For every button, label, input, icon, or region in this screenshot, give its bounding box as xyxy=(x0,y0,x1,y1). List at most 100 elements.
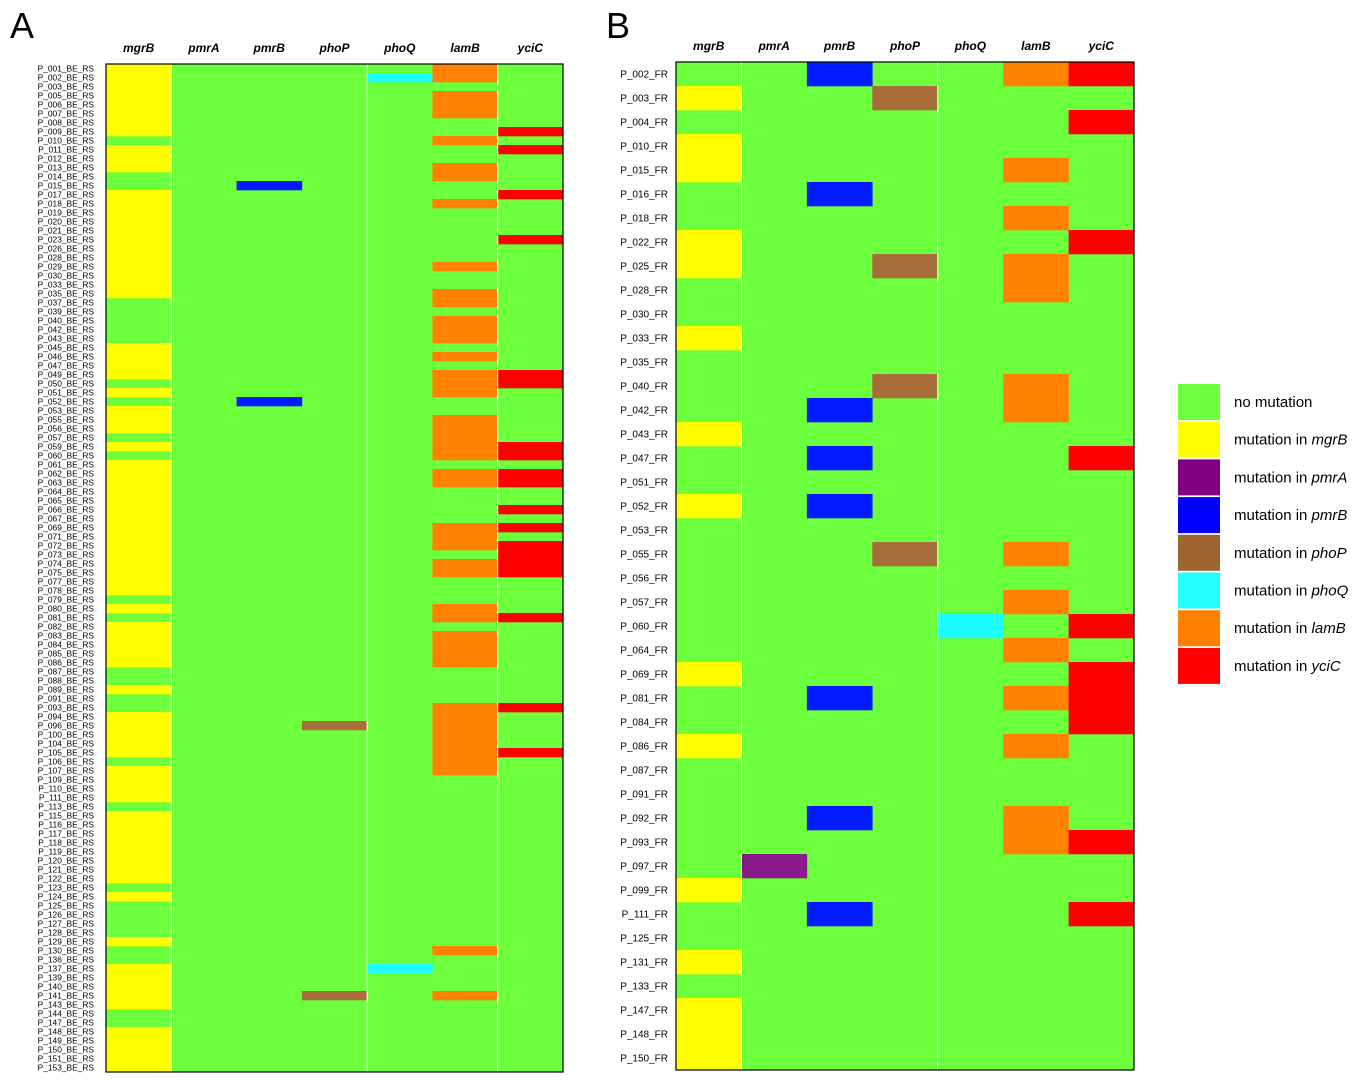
column-label-phoQ: phoQ xyxy=(954,39,987,53)
mutation-cell-mgrB-P_043_FR xyxy=(676,422,742,447)
row-label-P_136_BE_RS: P_136_BE_RS xyxy=(38,955,95,965)
row-label-P_066_BE_RS: P_066_BE_RS xyxy=(38,505,95,515)
mutation-cell-mgrB-P_141_BE_RS xyxy=(106,991,172,1001)
mutation-cell-mgrB-P_022_FR xyxy=(676,230,742,255)
row-label-P_047_BE_RS: P_047_BE_RS xyxy=(38,361,95,371)
mutation-cell-lamB-P_006_BE_RS xyxy=(432,100,499,110)
row-label-P_005_BE_RS: P_005_BE_RS xyxy=(38,91,95,101)
row-label-P_148_BE_RS: P_148_BE_RS xyxy=(38,1027,95,1037)
mutation-cell-lamB-P_014_BE_RS xyxy=(432,172,499,182)
mutation-cell-mgrB-P_065_BE_RS xyxy=(106,496,172,506)
mutation-cell-phoP-P_055_FR xyxy=(872,542,939,567)
mutation-cell-yciC-P_009_BE_RS xyxy=(497,127,564,137)
mutation-cell-lamB-P_001_BE_RS xyxy=(432,64,499,74)
row-label-P_003_FR: P_003_FR xyxy=(620,94,668,105)
row-label-P_094_BE_RS: P_094_BE_RS xyxy=(38,712,95,722)
mutation-cell-mgrB-P_021_BE_RS xyxy=(106,226,172,236)
mutation-cell-mgrB-P_150_BE_RS xyxy=(106,1045,172,1055)
mutation-cell-lamB-P_085_BE_RS xyxy=(432,649,499,659)
mutation-cell-pmrB-P_047_FR xyxy=(806,446,873,471)
row-label-P_009_BE_RS: P_009_BE_RS xyxy=(38,127,95,137)
legend-swatch-pmrA xyxy=(1178,459,1220,496)
row-label-P_097_FR: P_097_FR xyxy=(620,862,668,873)
column-label-phoP: phoP xyxy=(889,39,921,53)
mutation-cell-mgrB-P_069_FR xyxy=(676,662,742,687)
row-label-P_147_BE_RS: P_147_BE_RS xyxy=(38,1018,95,1028)
mutation-cell-mgrB-P_151_BE_RS xyxy=(106,1054,172,1064)
mutation-cell-mgrB-P_026_BE_RS xyxy=(106,244,172,254)
row-label-P_037_BE_RS: P_037_BE_RS xyxy=(38,298,95,308)
mutation-cell-mgrB-P_069_BE_RS xyxy=(106,523,172,533)
mutation-cell-lamB-P_094_BE_RS xyxy=(432,712,499,722)
mutation-cell-lamB-P_059_BE_RS xyxy=(432,442,499,452)
legend-swatch-phoP xyxy=(1178,534,1220,571)
heatmap-border xyxy=(675,61,1135,1071)
row-label-P_025_FR: P_025_FR xyxy=(620,262,668,273)
row-label-P_087_FR: P_087_FR xyxy=(620,766,668,777)
mutation-cell-lamB-P_005_BE_RS xyxy=(432,91,499,101)
row-label-P_047_FR: P_047_FR xyxy=(620,454,668,465)
row-label-P_051_FR: P_051_FR xyxy=(620,478,668,489)
mutation-cell-lamB-P_057_BE_RS xyxy=(432,433,499,443)
mutation-cell-mgrB-P_019_BE_RS xyxy=(106,208,172,218)
mutation-cell-mgrB-P_071_BE_RS xyxy=(106,532,172,542)
mutation-cell-mgrB-P_045_BE_RS xyxy=(106,343,172,353)
mutation-cell-lamB-P_028_FR xyxy=(1003,278,1069,303)
mutation-cell-mgrB-P_110_BE_RS xyxy=(106,784,172,794)
mutation-cell-mgrB-P_119_BE_RS xyxy=(106,847,172,857)
mutation-cell-lamB-P_104_BE_RS xyxy=(432,739,499,749)
mutation-cell-mgrB-P_115_BE_RS xyxy=(106,811,172,821)
mutation-cell-mgrB-P_007_BE_RS xyxy=(106,109,172,119)
row-label-P_077_BE_RS: P_077_BE_RS xyxy=(38,577,95,587)
mutation-cell-mgrB-P_089_BE_RS xyxy=(106,685,172,695)
row-label-P_075_BE_RS: P_075_BE_RS xyxy=(38,568,95,578)
mutation-cell-lamB-P_057_FR xyxy=(1003,590,1069,615)
row-label-P_051_BE_RS: P_051_BE_RS xyxy=(38,388,95,398)
mutation-cell-lamB-P_010_BE_RS xyxy=(432,136,499,146)
mutation-cell-yciC-P_062_BE_RS xyxy=(497,469,564,479)
mutation-cell-mgrB-P_008_BE_RS xyxy=(106,118,172,128)
mutation-cell-lamB-P_042_FR xyxy=(1003,398,1069,423)
mutation-cell-mgrB-P_012_BE_RS xyxy=(106,154,172,164)
row-label-P_015_FR: P_015_FR xyxy=(620,166,668,177)
mutation-cell-mgrB-P_107_BE_RS xyxy=(106,766,172,776)
mutation-cell-mgrB-P_100_BE_RS xyxy=(106,730,172,740)
row-label-P_096_BE_RS: P_096_BE_RS xyxy=(38,721,95,731)
row-label-P_086_BE_RS: P_086_BE_RS xyxy=(38,658,95,668)
mutation-cell-yciC-P_093_FR xyxy=(1068,830,1135,855)
row-label-P_106_BE_RS: P_106_BE_RS xyxy=(38,757,95,767)
column-label-mgrB: mgrB xyxy=(123,41,155,55)
panel-label-a: A xyxy=(10,5,34,46)
row-label-P_137_BE_RS: P_137_BE_RS xyxy=(38,964,95,974)
row-label-P_119_BE_RS: P_119_BE_RS xyxy=(38,847,94,857)
mutation-cell-mgrB-P_052_FR xyxy=(676,494,742,519)
mutation-cell-mgrB-P_063_BE_RS xyxy=(106,478,172,488)
row-label-P_144_BE_RS: P_144_BE_RS xyxy=(38,1009,95,1019)
mutation-cell-mgrB-P_078_BE_RS xyxy=(106,586,172,596)
row-label-P_042_FR: P_042_FR xyxy=(620,406,668,417)
row-label-P_105_BE_RS: P_105_BE_RS xyxy=(38,748,95,758)
mutation-cell-yciC-P_060_BE_RS xyxy=(497,451,564,461)
mutation-cell-mgrB-P_015_FR xyxy=(676,158,742,183)
row-label-P_016_FR: P_016_FR xyxy=(620,190,668,201)
row-label-P_010_FR: P_010_FR xyxy=(620,142,668,153)
row-label-P_128_BE_RS: P_128_BE_RS xyxy=(38,928,95,938)
legend-swatch-mgrB xyxy=(1178,421,1220,458)
row-label-P_091_BE_RS: P_091_BE_RS xyxy=(38,694,95,704)
mutation-cell-lamB-P_007_BE_RS xyxy=(432,109,499,119)
mutation-cell-mgrB-P_104_BE_RS xyxy=(106,739,172,749)
mutation-cell-mgrB-P_084_BE_RS xyxy=(106,640,172,650)
row-label-P_028_BE_RS: P_028_BE_RS xyxy=(38,253,95,263)
row-label-P_021_BE_RS: P_021_BE_RS xyxy=(38,226,95,236)
mutation-cell-mgrB-P_011_BE_RS xyxy=(106,145,172,155)
row-label-P_071_BE_RS: P_071_BE_RS xyxy=(38,532,95,542)
row-label-P_078_BE_RS: P_078_BE_RS xyxy=(38,586,95,596)
mutation-cell-mgrB-P_140_BE_RS xyxy=(106,982,172,992)
legend-swatch-none xyxy=(1178,384,1220,420)
row-label-P_082_BE_RS: P_082_BE_RS xyxy=(38,622,95,632)
mutation-cell-lamB-P_040_BE_RS xyxy=(432,316,499,326)
row-label-P_118_BE_RS: P_118_BE_RS xyxy=(38,838,94,848)
row-label-P_060_BE_RS: P_060_BE_RS xyxy=(38,451,95,461)
mutation-cell-lamB-P_055_BE_RS xyxy=(432,415,499,425)
mutation-cell-mgrB-P_074_BE_RS xyxy=(106,559,172,569)
